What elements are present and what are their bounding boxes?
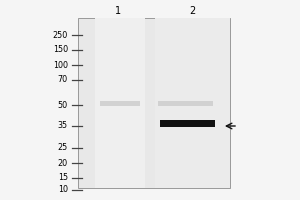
- Text: 20: 20: [58, 158, 68, 168]
- Bar: [78, 18, 230, 188]
- Text: 70: 70: [58, 75, 68, 84]
- Text: 250: 250: [53, 30, 68, 40]
- Text: 25: 25: [58, 144, 68, 152]
- Bar: [158, 101, 213, 106]
- Bar: [160, 120, 215, 127]
- Text: 2: 2: [189, 6, 195, 16]
- Text: 150: 150: [53, 46, 68, 54]
- Text: 15: 15: [58, 173, 68, 182]
- Text: 100: 100: [53, 60, 68, 70]
- Bar: [100, 101, 140, 106]
- Bar: [155, 18, 230, 188]
- Text: 1: 1: [115, 6, 121, 16]
- Text: 10: 10: [58, 186, 68, 194]
- Text: 50: 50: [58, 100, 68, 110]
- Bar: [95, 18, 145, 188]
- Text: 35: 35: [58, 121, 68, 130]
